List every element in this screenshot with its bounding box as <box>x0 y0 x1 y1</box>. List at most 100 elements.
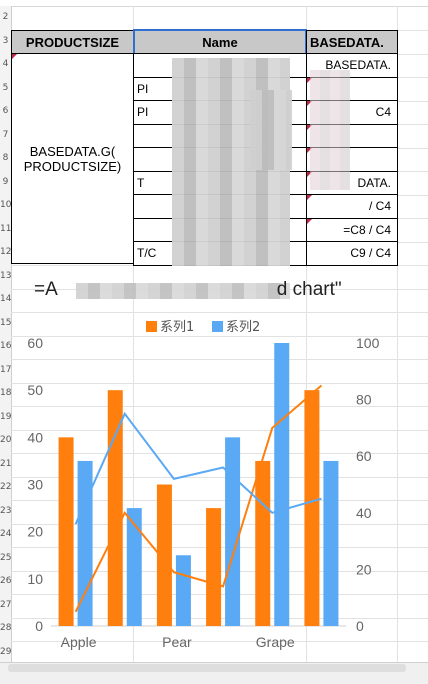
comment-marker <box>307 124 312 130</box>
comment-marker <box>307 77 312 83</box>
blurred-area <box>310 70 350 190</box>
row-number[interactable]: 21 <box>0 458 12 469</box>
row-number[interactable]: 9 <box>2 176 9 187</box>
left-axis-tick: 20 <box>27 524 43 540</box>
row-number[interactable]: 27 <box>0 599 12 610</box>
basedata-cell[interactable]: C9 / C4 <box>306 241 398 266</box>
formula-text[interactable]: =A d chart" <box>34 279 342 301</box>
row-number[interactable]: 28 <box>0 623 12 633</box>
basedata-cell[interactable]: =C8 / C4 <box>306 217 398 242</box>
row-number[interactable]: 6 <box>2 106 9 116</box>
right-axis-tick: 80 <box>356 392 372 408</box>
comment-marker <box>307 195 312 200</box>
row-number[interactable]: 24 <box>0 529 12 539</box>
right-axis-tick: 0 <box>356 618 364 634</box>
row-number[interactable]: 13 <box>0 270 12 281</box>
row-number[interactable]: 11 <box>0 223 12 234</box>
toolbar-strip <box>0 0 428 7</box>
bar-2 <box>126 508 142 626</box>
name-cell-text: T/C <box>137 246 157 261</box>
bar-1 <box>304 390 320 626</box>
row-number[interactable]: 16 <box>0 341 12 351</box>
merged-cell-text: BASEDATA.G( PRODUCTSIZE) <box>23 143 122 174</box>
header-name[interactable]: Name <box>133 29 307 55</box>
row-number[interactable]: 8 <box>2 153 9 163</box>
row-number[interactable]: 2 <box>2 12 9 22</box>
horizontal-scrollbar[interactable] <box>8 664 406 672</box>
comment-marker <box>12 54 17 59</box>
basedata-cell-text: DATA. <box>357 175 391 190</box>
row-number[interactable]: 26 <box>0 576 12 586</box>
left-axis-tick: 0 <box>35 618 43 634</box>
row-number[interactable]: 18 <box>0 388 12 398</box>
x-axis-tick: Pear <box>162 634 192 650</box>
bar-1 <box>255 460 271 626</box>
basedata-cell-text: / C4 <box>368 199 391 214</box>
row-number[interactable]: 22 <box>0 482 12 492</box>
row-number[interactable]: 15 <box>0 317 12 328</box>
formula-suffix: d chart" <box>276 279 342 300</box>
name-cell-text: PI <box>137 105 149 120</box>
right-axis-tick: 60 <box>356 448 372 464</box>
blurred-area <box>250 90 292 170</box>
row-number[interactable]: 3 <box>2 35 9 46</box>
comment-marker <box>307 218 312 224</box>
comment-marker <box>307 171 312 177</box>
comment-marker <box>307 148 312 153</box>
row-number[interactable]: 4 <box>2 59 9 69</box>
gridline <box>11 382 428 384</box>
gridline <box>11 312 428 313</box>
line-series-1 <box>74 384 323 613</box>
line-series-2 <box>74 411 322 525</box>
row-number[interactable]: 14 <box>0 294 12 304</box>
gridline <box>11 429 428 431</box>
gridline <box>11 476 428 478</box>
bar-2 <box>323 460 339 626</box>
merged-productsize-cell[interactable]: BASEDATA.G( PRODUCTSIZE) <box>11 53 134 264</box>
bar-2 <box>274 343 290 626</box>
gridline <box>11 453 428 454</box>
left-axis-tick: 60 <box>27 335 43 351</box>
name-cell-text: PI <box>137 81 149 96</box>
row-number[interactable]: 19 <box>0 411 12 422</box>
gridline <box>11 359 428 360</box>
gridline <box>11 335 428 337</box>
row-number[interactable]: 25 <box>0 552 12 563</box>
header-basedata-label: BASEDATA. <box>310 34 384 50</box>
row-number[interactable]: 12 <box>0 247 12 257</box>
header-productsize-label: PRODUCTSIZE <box>25 34 120 50</box>
row-number[interactable]: 29 <box>0 646 12 657</box>
name-cell-text: T <box>137 175 145 190</box>
basedata-cell[interactable]: / C4 <box>306 194 398 219</box>
legend-label: 系列1 <box>160 320 194 335</box>
bar-1 <box>107 390 123 626</box>
row-number[interactable]: 7 <box>2 129 9 140</box>
left-axis-tick: 30 <box>27 477 43 493</box>
right-axis-tick: 40 <box>356 505 372 521</box>
row-number[interactable]: 17 <box>0 364 12 375</box>
left-axis-tick: 50 <box>27 382 43 398</box>
row-number[interactable]: 23 <box>0 505 12 516</box>
gridline <box>11 406 428 407</box>
row-header: 2 3 4 5 6 7 8 9 10 11 12 13 14 15 16 17 18 19 20 21 22 23 24 25… <box>0 6 12 680</box>
row-number[interactable]: 5 <box>2 82 9 93</box>
gridline <box>397 6 398 662</box>
combo-chart[interactable]: 0 10 20 30 40 50 60 0 20 40 60 80 100 Apple Pear Grape 系… <box>11 310 398 662</box>
formula-prefix: =A <box>34 279 58 300</box>
comment-marker <box>307 101 312 106</box>
header-basedata[interactable]: BASEDATA. <box>306 30 398 54</box>
bar-1 <box>156 484 172 626</box>
header-productsize[interactable]: PRODUCTSIZE <box>11 30 134 54</box>
bar-2 <box>175 555 191 626</box>
bar-1 <box>58 437 74 626</box>
basedata-cell-text: =C8 / C4 <box>343 222 391 237</box>
bar-1 <box>206 508 222 626</box>
header-name-label: Name <box>202 34 238 50</box>
blurred-area <box>76 283 290 299</box>
left-axis-tick: 40 <box>27 429 43 445</box>
legend-swatch <box>146 321 157 332</box>
row-number[interactable]: 10 <box>0 200 12 210</box>
legend-swatch <box>212 321 223 332</box>
row-number[interactable]: 20 <box>0 435 12 445</box>
gridline <box>11 500 428 501</box>
